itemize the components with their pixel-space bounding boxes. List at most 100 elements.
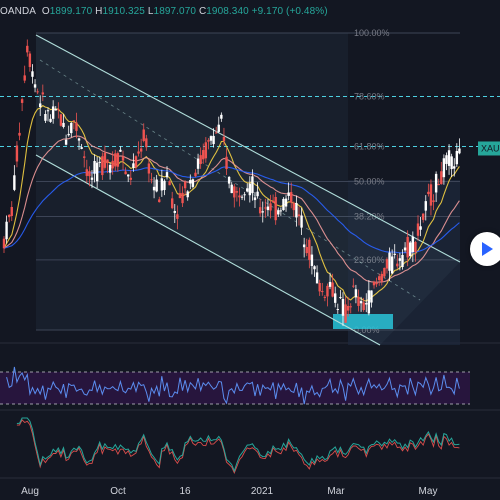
candle-body — [269, 203, 272, 211]
candle-body — [290, 192, 293, 203]
candle-body — [243, 194, 246, 196]
candle-body — [261, 211, 264, 213]
candle-body — [246, 188, 249, 192]
time-axis-label: Aug — [21, 486, 39, 497]
close-value: 1908.340 — [206, 6, 249, 17]
candle-body — [344, 304, 347, 323]
candle-body — [375, 282, 378, 285]
candle-body — [230, 184, 233, 194]
candle-body — [225, 156, 228, 170]
candle-body — [189, 180, 192, 184]
candle-body — [440, 171, 443, 185]
candle-body — [176, 214, 179, 219]
candle-body — [256, 191, 259, 197]
candle-body — [64, 139, 68, 145]
candle-body — [315, 272, 319, 284]
candle-body — [354, 289, 358, 298]
candle-body — [362, 302, 365, 311]
candle-body — [95, 162, 99, 182]
candle-body — [313, 266, 316, 270]
candle-body — [414, 241, 417, 253]
high-key: H — [95, 6, 103, 17]
candle-body — [406, 236, 409, 258]
time-axis-label: May — [419, 486, 438, 497]
candle-body — [349, 306, 352, 308]
candle-body — [101, 156, 104, 176]
candle-body — [155, 179, 158, 192]
candle-body — [26, 45, 29, 53]
candle-body — [28, 53, 32, 67]
candle-body — [238, 195, 241, 198]
candle-body — [367, 290, 371, 314]
candle-body — [352, 285, 355, 287]
candle-body — [36, 91, 39, 93]
osc-line — [6, 366, 460, 405]
candle-body — [416, 223, 420, 236]
candle-body — [336, 309, 339, 311]
candle-body — [390, 256, 394, 274]
candle-body — [421, 213, 425, 220]
candle-body — [194, 172, 197, 177]
play-button[interactable] — [470, 232, 500, 266]
price-tag-box — [478, 141, 500, 156]
candle-body — [321, 290, 324, 293]
fib-label: 78.60% — [354, 92, 385, 102]
candle-body — [54, 108, 57, 111]
candle-body — [403, 247, 407, 251]
candle-body — [372, 281, 376, 286]
candle-body — [165, 172, 169, 178]
candle-body — [41, 92, 45, 95]
candle-body — [15, 145, 19, 162]
candle-body — [310, 254, 314, 266]
candle-body — [152, 186, 156, 191]
candle-body — [132, 163, 135, 168]
candle-body — [377, 276, 381, 281]
candle-body — [181, 192, 184, 204]
play-icon — [482, 242, 493, 256]
candle-body — [214, 132, 218, 134]
candle-body — [72, 120, 76, 122]
candle-body — [5, 221, 8, 240]
candle-body — [341, 298, 345, 316]
candle-body — [137, 151, 140, 154]
fib-label: 61.80% — [354, 141, 385, 151]
fib-label: 0.00% — [354, 325, 380, 335]
candle-body — [18, 132, 21, 136]
momentum-signal-line — [16, 419, 460, 475]
candle-body — [334, 293, 337, 303]
candle-body — [235, 191, 239, 193]
candle-body — [323, 296, 327, 298]
candle-body — [287, 192, 290, 196]
candle-body — [282, 198, 285, 211]
candle-body — [119, 149, 122, 152]
candle-body — [207, 140, 210, 142]
ma-fast-line — [3, 104, 460, 302]
candle-body — [279, 210, 283, 212]
candle-body — [191, 179, 195, 187]
high-value: 1910.325 — [102, 6, 145, 17]
candle-body — [427, 191, 430, 195]
candle-body — [383, 267, 386, 277]
candle-body — [326, 285, 329, 297]
momentum-line — [16, 417, 460, 473]
candle-body — [160, 178, 164, 191]
candle-body — [445, 155, 448, 164]
candle-body — [434, 173, 438, 193]
candle-body — [75, 122, 78, 131]
candle-body — [31, 71, 34, 77]
candle-body — [59, 114, 63, 126]
candle-body — [284, 198, 288, 207]
candle-body — [442, 158, 446, 178]
candle-body — [248, 183, 252, 196]
candle-body — [370, 290, 373, 303]
ma-slow-line — [3, 166, 460, 254]
candle-body — [62, 122, 65, 127]
candle-body — [178, 193, 182, 199]
candle-body — [450, 156, 453, 170]
candle-body — [401, 254, 404, 267]
candle-body — [134, 156, 138, 168]
fib-label: 100.00% — [354, 28, 390, 38]
candle-body — [308, 239, 311, 260]
